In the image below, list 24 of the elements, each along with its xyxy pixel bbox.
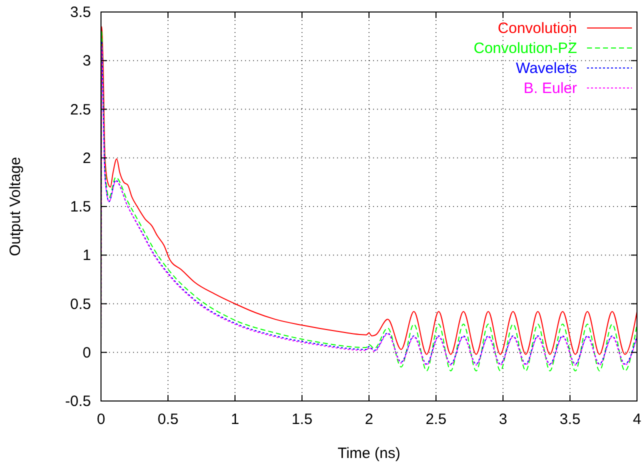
y-tick-label: 1.5 [70, 198, 91, 216]
y-tick-label: -0.5 [65, 393, 91, 410]
x-tick-label: 1.5 [292, 411, 312, 428]
y-tick-label: 2.5 [70, 101, 91, 118]
legend-label: Convolution-PZ [474, 40, 577, 57]
y-tick-label: 3.5 [70, 4, 91, 21]
y-tick-label: 2 [82, 150, 91, 167]
legend-label: B. Euler [524, 80, 577, 97]
x-tick-label: 2 [364, 411, 374, 428]
x-tick-label: 3.5 [560, 411, 580, 428]
y-tick-label: 0 [82, 344, 91, 362]
x-tick-label: 2.5 [426, 411, 446, 428]
legend-label: Wavelets [516, 60, 577, 77]
y-tick-label: 3 [82, 52, 91, 70]
x-tick-label: 4 [632, 411, 642, 428]
x-tick-label: 0.5 [158, 411, 178, 428]
x-tick-label: 3 [498, 411, 508, 428]
y-tick-label: 1 [82, 247, 91, 264]
y-tick-label: 0.5 [70, 296, 91, 313]
x-tick-label: 1 [230, 411, 240, 428]
y-axis-title: Output Voltage [7, 156, 24, 256]
x-axis-title: Time (ns) [338, 445, 400, 462]
x-tick-label: 0 [96, 411, 106, 428]
legend-label: Convolution [498, 20, 577, 37]
